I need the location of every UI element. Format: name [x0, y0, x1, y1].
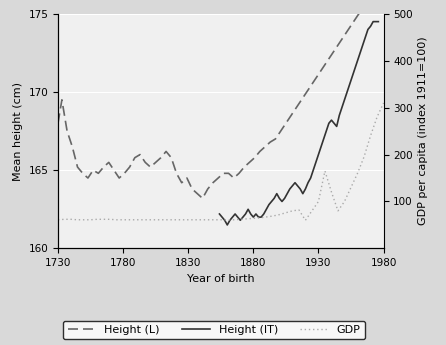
Y-axis label: GDP per capita (index 1911=100): GDP per capita (index 1911=100) — [418, 37, 429, 225]
Legend: Height (L), Height (IT), GDP: Height (L), Height (IT), GDP — [63, 321, 365, 339]
X-axis label: Year of birth: Year of birth — [187, 274, 255, 284]
Y-axis label: Mean height (cm): Mean height (cm) — [13, 82, 23, 180]
